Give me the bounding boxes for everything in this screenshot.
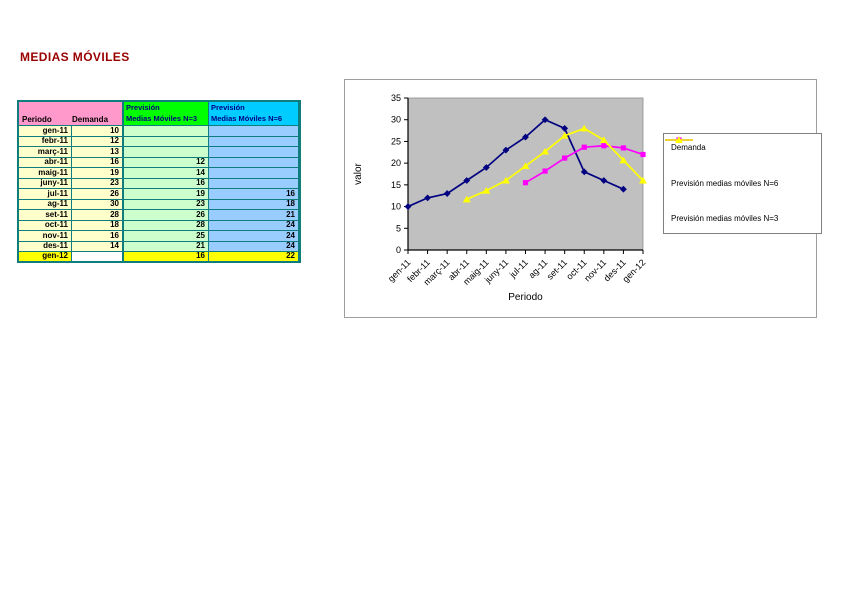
y-tick-label: 35 (391, 93, 401, 103)
cell-demanda: 13 (72, 147, 123, 158)
cell-n3: 14 (123, 168, 209, 179)
cell-demanda (72, 252, 123, 263)
y-tick-label: 0 (396, 245, 401, 255)
cell-n6: 24 (209, 231, 299, 242)
cell-n3: 25 (123, 231, 209, 242)
cell-n6 (209, 168, 299, 179)
cell-demanda: 10 (72, 126, 123, 137)
cell-periodo: nov-11 (19, 231, 72, 242)
header-n3-line2: Medias Móviles N=3 (126, 114, 198, 123)
y-tick-label: 15 (391, 180, 401, 190)
cell-demanda: 16 (72, 231, 123, 242)
cell-n3: 12 (123, 157, 209, 168)
cell-n3: 21 (123, 241, 209, 252)
cell-n6: 22 (209, 252, 299, 263)
moving-averages-table: Periodo Demanda Previsión Medias Móviles… (17, 100, 301, 263)
series-line (407, 118, 624, 208)
y-tick-label: 25 (391, 136, 401, 146)
cell-n3 (123, 126, 209, 137)
cell-periodo: juny-11 (19, 178, 72, 189)
cell-n6 (209, 126, 299, 137)
cell-periodo: abr-11 (19, 157, 72, 168)
cell-periodo: maig-11 (19, 168, 72, 179)
cell-n6 (209, 157, 299, 168)
cell-n3: 23 (123, 199, 209, 210)
x-axis-title: Periodo (508, 292, 543, 303)
header-n6-line1: Previsión (211, 103, 245, 112)
cell-n6: 21 (209, 210, 299, 221)
cell-n6: 24 (209, 220, 299, 231)
cell-periodo: març-11 (19, 147, 72, 158)
cell-n3 (123, 136, 209, 147)
cell-periodo: jul-11 (19, 189, 72, 200)
cell-demanda: 23 (72, 178, 123, 189)
cell-demanda: 14 (72, 241, 123, 252)
cell-periodo: gen-12 (19, 252, 72, 263)
table-header-n3: Previsión Medias Móviles N=3 (123, 102, 209, 126)
cell-demanda: 18 (72, 220, 123, 231)
cell-n6 (209, 136, 299, 147)
cell-demanda: 19 (72, 168, 123, 179)
cell-n3 (123, 147, 209, 158)
y-tick-label: 10 (391, 202, 401, 212)
cell-n3: 26 (123, 210, 209, 221)
legend-label: Demanda (671, 143, 706, 152)
y-tick-label: 5 (396, 223, 401, 233)
cell-periodo: febr-11 (19, 136, 72, 147)
cell-n6 (209, 147, 299, 158)
cell-n3: 16 (123, 252, 209, 263)
cell-n3: 19 (123, 189, 209, 200)
chart-legend: Demanda Previsión medias móviles N=6 Previ… (663, 133, 822, 234)
cell-demanda: 16 (72, 157, 123, 168)
page-title: MEDIAS MÓVILES (20, 50, 130, 64)
cell-periodo: oct-11 (19, 220, 72, 231)
header-n3-line1: Previsión (126, 103, 160, 112)
cell-demanda: 30 (72, 199, 123, 210)
triangle-marker-icon (665, 136, 693, 143)
table-header-periodo-demanda: Periodo Demanda (19, 102, 123, 126)
cell-n3: 16 (123, 178, 209, 189)
legend-label: Previsión medias móviles N=6 (671, 178, 779, 188)
header-n6-line2: Medias Móviles N=6 (211, 114, 283, 123)
y-axis-title: valor (353, 162, 364, 184)
cell-n6 (209, 178, 299, 189)
legend-item: Previsión medias móviles N=6 (665, 137, 817, 189)
cell-n6: 24 (209, 241, 299, 252)
table-header-n6: Previsión Medias Móviles N=6 (209, 102, 299, 126)
cell-demanda: 26 (72, 189, 123, 200)
cell-n6: 16 (209, 189, 299, 200)
header-periodo: Periodo (22, 115, 52, 124)
y-tick-label: 30 (391, 115, 401, 125)
line-chart: 05101520253035gen-11febr-11març-11abr-11… (353, 93, 647, 303)
y-tick-label: 20 (391, 158, 401, 168)
cell-periodo: ag-11 (19, 199, 72, 210)
cell-periodo: gen-11 (19, 126, 72, 137)
cell-periodo: set-11 (19, 210, 72, 221)
cell-demanda: 28 (72, 210, 123, 221)
cell-n3: 28 (123, 220, 209, 231)
cell-periodo: des-11 (19, 241, 72, 252)
header-demanda: Demanda (72, 115, 109, 124)
cell-demanda: 12 (72, 136, 123, 147)
x-tick-label: set-11 (545, 257, 569, 281)
chart-panel: 0 5 10 15 20 25 30 35 gen-11 febr-11 març-11 abr-11… (344, 79, 822, 318)
x-tick-label: jul-11 (507, 257, 530, 280)
cell-n6: 18 (209, 199, 299, 210)
series-line (466, 127, 644, 201)
legend-item: Previsión medias móviles N=3 (665, 136, 817, 224)
legend-label: Previsión medias móviles N=3 (671, 214, 779, 223)
plot-area (407, 97, 644, 251)
